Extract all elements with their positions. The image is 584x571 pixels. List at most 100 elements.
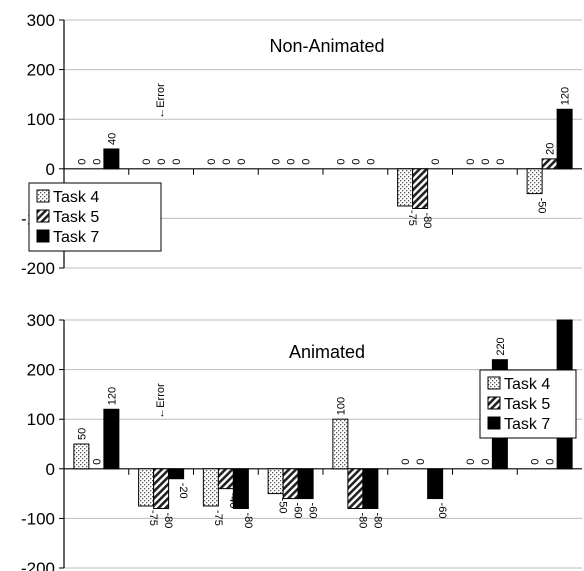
- legend-swatch: [487, 416, 501, 430]
- chart-title: Animated: [289, 342, 365, 362]
- data-label: 0: [530, 459, 542, 465]
- data-label: 0: [480, 159, 492, 165]
- data-label: 0: [141, 159, 153, 165]
- data-label: 0: [171, 159, 183, 165]
- bar-task-4: [397, 168, 414, 207]
- data-label: 120: [560, 87, 572, 105]
- bar-task-5: [541, 158, 558, 170]
- data-label: -20: [177, 483, 189, 499]
- data-label: 20: [545, 143, 557, 155]
- bar-task-4: [332, 418, 349, 470]
- data-label: -80: [242, 512, 254, 528]
- legend-label: Task 7: [53, 229, 99, 246]
- bar-task-7: [297, 468, 314, 500]
- data-label: 0: [545, 459, 557, 465]
- bar-task-5: [282, 468, 299, 500]
- legend-label: Task 5: [53, 209, 99, 226]
- data-label: 40: [106, 133, 118, 145]
- y-tick-label: 100: [27, 110, 55, 129]
- legend-box: [28, 182, 162, 252]
- y-tick-label: 200: [27, 61, 55, 80]
- chart-panel-1: 3002001000-100-200Non-Animated0040000000…: [21, 11, 582, 278]
- bar-task-7: [232, 468, 249, 509]
- error-annotation: ←Error: [155, 383, 167, 419]
- data-label: 0: [465, 459, 477, 465]
- error-annotation: ←Error: [155, 83, 167, 119]
- data-label: -75: [147, 510, 159, 526]
- bar-task-7: [362, 468, 379, 509]
- data-label: -75: [406, 210, 418, 226]
- legend-swatch: [487, 396, 501, 410]
- data-label: 120: [106, 387, 118, 405]
- data-label: -80: [371, 512, 383, 528]
- legend-swatch: [36, 229, 50, 243]
- data-label: 0: [495, 159, 507, 165]
- y-tick-label: 0: [46, 460, 55, 479]
- data-label: -50: [536, 198, 548, 214]
- bar-task-4: [267, 468, 284, 495]
- data-label: 0: [76, 159, 88, 165]
- data-label: 0: [465, 159, 477, 165]
- y-tick-label: -100: [21, 509, 55, 528]
- data-label: 0: [221, 159, 233, 165]
- bar-task-5: [217, 468, 234, 490]
- legend-swatch: [36, 189, 50, 203]
- data-label: -60: [307, 503, 319, 519]
- data-label: 0: [430, 159, 442, 165]
- data-label: -75: [212, 510, 224, 526]
- data-label: -50: [277, 498, 289, 514]
- y-tick-label: 200: [27, 361, 55, 380]
- y-tick-label: -200: [21, 559, 55, 571]
- bar-task-5: [412, 168, 429, 209]
- data-label: 50: [76, 428, 88, 440]
- bar-task-4: [73, 443, 90, 470]
- data-label: -80: [356, 512, 368, 528]
- legend-label: Task 4: [53, 189, 99, 206]
- data-label: 540: [560, 326, 572, 344]
- bar-task-7: [103, 148, 120, 170]
- data-label: 0: [156, 159, 168, 165]
- data-label: 0: [365, 159, 377, 165]
- y-tick-label: -200: [21, 259, 55, 278]
- bar-task-4: [138, 468, 155, 507]
- data-label: -60: [292, 503, 304, 519]
- bar-task-7: [556, 108, 573, 170]
- data-label: 0: [236, 159, 248, 165]
- data-label: 0: [271, 159, 283, 165]
- data-label: -80: [421, 212, 433, 228]
- legend-label: Task 4: [504, 376, 550, 393]
- data-label: 0: [400, 459, 412, 465]
- y-tick-label: 100: [27, 410, 55, 429]
- data-label: 0: [91, 459, 103, 465]
- y-tick-label: 300: [27, 11, 55, 30]
- bar-task-5: [153, 468, 170, 509]
- data-label: -60: [436, 503, 448, 519]
- data-label: -80: [162, 512, 174, 528]
- data-label: 0: [286, 159, 298, 165]
- bar-task-4: [526, 168, 543, 195]
- legend-swatch: [487, 376, 501, 390]
- bar-task-7: [427, 468, 444, 500]
- chart-title: Non-Animated: [269, 36, 384, 56]
- data-label: 0: [301, 159, 313, 165]
- data-label: 0: [480, 459, 492, 465]
- data-label: 0: [415, 459, 427, 465]
- bar-task-5: [347, 468, 364, 509]
- legend-label: Task 5: [504, 396, 550, 413]
- legend-swatch: [36, 209, 50, 223]
- data-label: 100: [335, 397, 347, 415]
- bar-task-7: [103, 408, 120, 470]
- legend: Task 4 Task 5 Task 7: [28, 182, 162, 252]
- bar-task-7: [168, 468, 185, 480]
- y-tick-label: 300: [27, 311, 55, 330]
- data-label: 0: [91, 159, 103, 165]
- data-label: 0: [206, 159, 218, 165]
- y-tick-label: 0: [46, 160, 55, 179]
- legend-label: Task 7: [504, 416, 550, 433]
- legend: Task 4 Task 5 Task 7: [479, 369, 577, 439]
- data-label: 0: [335, 159, 347, 165]
- data-label: 220: [495, 337, 507, 355]
- data-label: 0: [350, 159, 362, 165]
